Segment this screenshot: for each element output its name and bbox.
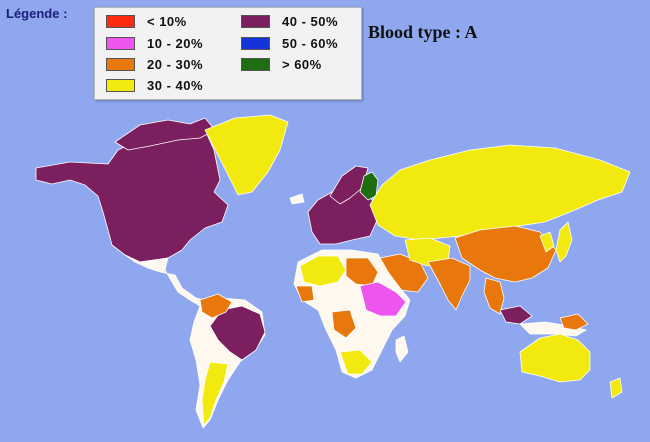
legend-item-50-60: 50 - 60% — [241, 34, 338, 53]
region-china — [454, 225, 557, 283]
region-mexico — [124, 254, 206, 307]
legend-item-40-50: 40 - 50% — [241, 12, 338, 31]
region-papua — [559, 313, 589, 331]
region-north-africa-west — [299, 255, 347, 287]
region-central-africa — [331, 309, 357, 339]
region-europe — [307, 185, 379, 245]
legend-label: < 10% — [147, 14, 187, 29]
region-greenland — [204, 114, 289, 196]
region-japan — [555, 221, 573, 263]
region-malaysia — [499, 305, 533, 325]
region-indonesia — [519, 321, 587, 337]
legend-swatch — [106, 37, 135, 50]
region-brazil — [209, 305, 266, 361]
region-russia — [369, 144, 631, 241]
legend-item-10-20: 10 - 20% — [106, 34, 203, 53]
region-korea — [539, 231, 555, 253]
region-iceland — [289, 193, 305, 205]
region-australia — [519, 333, 591, 383]
legend-label: 10 - 20% — [147, 36, 204, 51]
legend-swatch — [106, 15, 135, 28]
legend: < 10% 10 - 20% 20 - 30% 30 - 40% 40 - 50… — [94, 7, 362, 100]
legend-label: > 60% — [282, 57, 322, 72]
region-southern-africa — [339, 349, 373, 375]
legend-item-lt10: < 10% — [106, 12, 187, 31]
region-west-africa — [295, 285, 315, 303]
legend-item-20-30: 20 - 30% — [106, 55, 203, 74]
region-madagascar — [395, 335, 409, 363]
legend-label: 20 - 30% — [147, 57, 204, 72]
legend-item-30-40: 30 - 40% — [106, 76, 203, 95]
legend-label: 30 - 40% — [147, 78, 204, 93]
legend-label: 50 - 60% — [282, 36, 339, 51]
region-southeast-asia — [483, 277, 505, 315]
region-venezuela — [199, 293, 233, 319]
legend-swatch — [106, 58, 135, 71]
legend-label: 40 - 50% — [282, 14, 339, 29]
region-finland — [359, 171, 379, 201]
legend-swatch — [241, 15, 270, 28]
region-india — [427, 257, 471, 311]
legend-swatch — [241, 37, 270, 50]
legend-swatch — [241, 58, 270, 71]
legend-swatch — [106, 79, 135, 92]
legend-title: Légende : — [6, 6, 68, 21]
region-new-zealand — [609, 377, 623, 399]
region-sudan-ethiopia — [359, 281, 407, 317]
map-title: Blood type : A — [368, 22, 478, 42]
legend-item-gt60: > 60% — [241, 55, 322, 74]
region-argentina — [201, 361, 229, 426]
